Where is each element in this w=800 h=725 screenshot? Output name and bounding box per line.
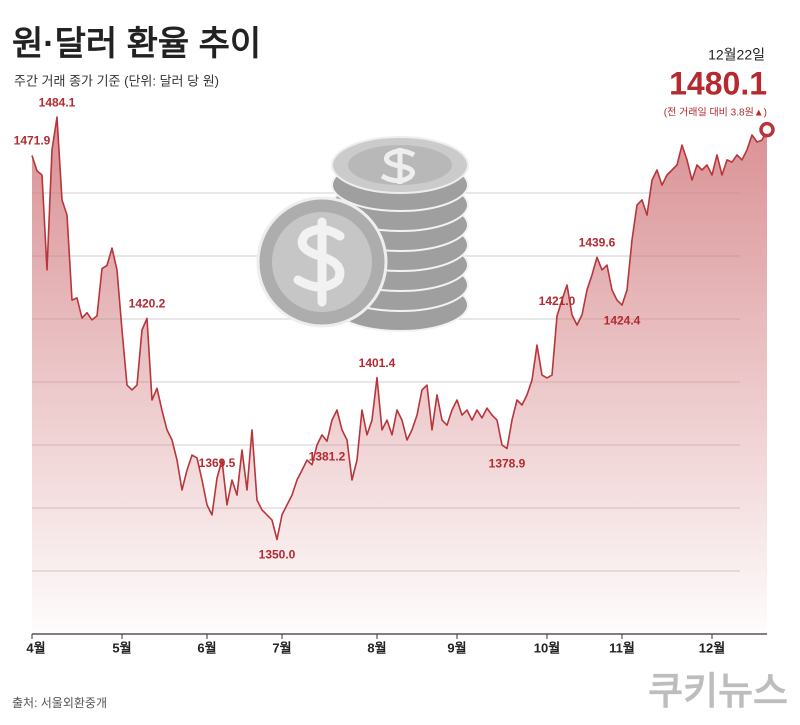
- x-tick-label: 6월: [197, 640, 216, 655]
- end-marker: [759, 121, 775, 138]
- x-tick-label: 4월: [26, 640, 45, 655]
- x-tick-label: 7월: [272, 640, 291, 655]
- coin-illustration: [256, 136, 469, 332]
- x-tick-label: 11월: [609, 640, 635, 655]
- value-label: 1381.2: [309, 449, 346, 463]
- x-tick-label: 8월: [367, 640, 386, 655]
- value-label: 1350.0: [259, 548, 296, 562]
- value-label: 1439.6: [579, 235, 616, 249]
- chart-subtitle: 주간 거래 종가 기준 (단위: 달러 당 원): [14, 73, 219, 88]
- area: [32, 117, 767, 635]
- value-label: 1484.1: [39, 95, 76, 109]
- value-label: 1424.4: [604, 313, 641, 327]
- value-label: 1401.4: [359, 356, 396, 370]
- latest-change: (전 거래일 대비 3.8원▲): [664, 107, 767, 119]
- value-label: 1471.9: [14, 134, 51, 148]
- line: [31, 116, 768, 541]
- x-tick-label: 5월: [112, 640, 131, 655]
- value-label: 1369.5: [199, 456, 236, 470]
- x-tick-label: 12월: [699, 640, 725, 655]
- x-tick-label: 9월: [447, 640, 466, 655]
- latest-value: 1480.1: [669, 65, 767, 101]
- source: 출처: 서울외환중개: [12, 696, 107, 710]
- plot-area: 4월 5월 6월 7월 8월 9월 10월 11월 12월 1471.9 1484.1 1420.2 1…: [14, 95, 775, 655]
- chart-title: 원·달러 환율 추이: [12, 25, 261, 63]
- latest-date: 12월22일: [708, 47, 765, 63]
- x-tick-label: 10월: [534, 640, 560, 655]
- logo: 쿠키뉴스: [648, 671, 788, 713]
- value-label: 1378.9: [489, 457, 526, 471]
- value-label: 1421.0: [539, 294, 576, 308]
- value-label: 1420.2: [129, 297, 166, 311]
